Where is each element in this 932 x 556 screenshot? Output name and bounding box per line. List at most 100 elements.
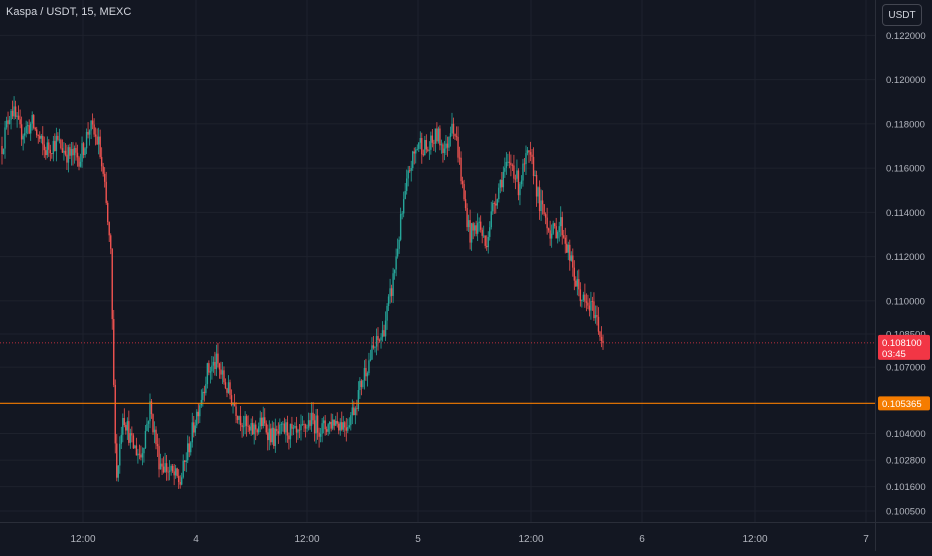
candle-body xyxy=(29,123,32,134)
candle-body xyxy=(549,230,551,239)
candle-body xyxy=(221,370,224,375)
candle-body xyxy=(452,123,455,134)
level-price-value: 0.105365 xyxy=(882,399,922,410)
candle-body xyxy=(398,239,400,249)
candle-body xyxy=(298,429,301,431)
candle-body xyxy=(177,476,180,483)
candle-body xyxy=(322,420,325,424)
candle-body xyxy=(335,420,337,426)
candle-body xyxy=(171,465,174,472)
candle-body xyxy=(556,232,559,239)
candle-body xyxy=(276,428,278,432)
candle-body xyxy=(344,422,346,428)
candle-body xyxy=(168,470,171,472)
candle-body xyxy=(356,408,358,410)
candle-body xyxy=(383,330,385,337)
candle-body xyxy=(14,106,17,117)
candle-body xyxy=(366,373,369,377)
candle-body xyxy=(416,148,418,150)
candle-body xyxy=(288,435,290,440)
candle-body xyxy=(176,468,178,477)
candle-body xyxy=(484,235,486,246)
candle-body xyxy=(396,248,399,257)
time-tick-label: 6 xyxy=(639,534,645,545)
candle-body xyxy=(505,161,508,168)
price-tick-label: 0.122000 xyxy=(886,31,926,42)
candle-body xyxy=(409,170,411,172)
candle-body xyxy=(236,415,239,420)
candle-body xyxy=(57,135,59,140)
candle-body xyxy=(412,151,414,169)
time-axis[interactable]: 12:00 4 12:00 5 12:00 6 12:00 7 xyxy=(0,522,875,551)
candle-body xyxy=(532,156,535,176)
currency-button[interactable]: USDT xyxy=(882,4,922,26)
candle-body xyxy=(188,443,190,453)
candle-body xyxy=(431,135,434,143)
candle-body xyxy=(245,416,248,426)
candle-body xyxy=(289,423,292,440)
candle-body xyxy=(69,147,71,156)
candle-body xyxy=(63,150,65,153)
candle-body xyxy=(250,423,252,431)
price-axis[interactable]: 0.122000 0.120000 0.118000 0.116000 0.114000… xyxy=(875,0,932,522)
time-tick-label: 5 xyxy=(415,534,421,545)
candle-body xyxy=(232,402,234,406)
candle-body xyxy=(350,415,352,426)
candle-body xyxy=(520,180,523,185)
candle-body xyxy=(487,236,489,248)
candle-body xyxy=(310,412,313,426)
candle-body xyxy=(256,429,258,433)
candle-body xyxy=(200,399,203,406)
candle-body xyxy=(384,320,387,337)
candle-body xyxy=(353,407,355,416)
candlestick-chart[interactable] xyxy=(0,0,875,522)
candle-body xyxy=(17,115,20,120)
candle-body xyxy=(407,170,409,179)
candle-body xyxy=(16,115,18,117)
candle-body xyxy=(251,423,254,435)
candle-body xyxy=(422,154,425,156)
candle-body xyxy=(90,120,92,131)
candle-body xyxy=(544,214,547,218)
chart-plot-area[interactable] xyxy=(0,0,875,522)
candle-body xyxy=(359,380,361,391)
time-tick-label: 12:00 xyxy=(70,534,95,545)
candle-body xyxy=(258,426,260,433)
last-price-tag xyxy=(878,334,930,360)
candle-body xyxy=(339,422,341,431)
candle-body xyxy=(430,135,432,150)
candle-body xyxy=(399,214,402,240)
candle-body xyxy=(458,157,461,159)
candle-body xyxy=(84,148,86,156)
candle-body xyxy=(230,395,233,406)
candle-body xyxy=(569,244,571,261)
bar-countdown: 03:45 xyxy=(882,349,906,360)
candle-body xyxy=(291,423,293,429)
candle-body xyxy=(560,217,562,227)
candle-body xyxy=(401,213,403,215)
axis-corner xyxy=(875,522,932,551)
candle-body xyxy=(546,217,548,229)
candle-body xyxy=(253,424,255,435)
last-price-value: 0.108100 xyxy=(882,338,922,349)
candle-body xyxy=(578,279,580,290)
candle-body xyxy=(8,119,11,125)
candle-body xyxy=(543,204,545,215)
candle-body xyxy=(211,365,213,372)
candle-body xyxy=(149,401,151,422)
candle-body xyxy=(413,151,415,154)
candle-body xyxy=(223,370,225,383)
candle-body xyxy=(185,460,187,462)
candle-body xyxy=(93,124,95,135)
candle-body xyxy=(535,175,538,197)
candle-body xyxy=(319,433,322,437)
candle-body xyxy=(434,128,437,144)
candle-body xyxy=(489,227,491,237)
candle-body xyxy=(248,426,251,431)
candle-body xyxy=(88,130,91,135)
candle-body xyxy=(60,139,62,149)
candle-body xyxy=(36,129,38,136)
candle-body xyxy=(301,424,304,425)
candle-body xyxy=(316,415,319,433)
candle-body xyxy=(51,153,53,155)
